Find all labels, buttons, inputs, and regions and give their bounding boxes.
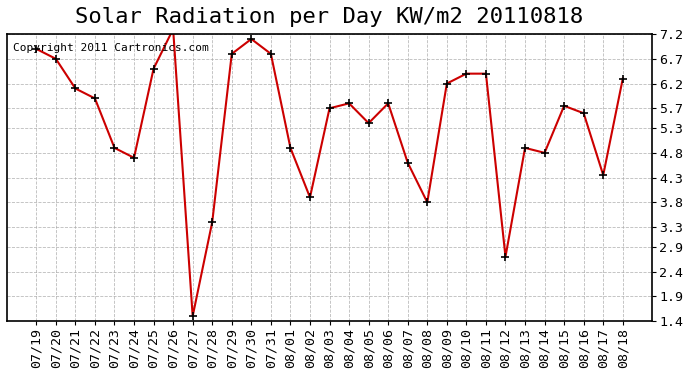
Text: Copyright 2011 Cartronics.com: Copyright 2011 Cartronics.com	[13, 43, 209, 52]
Title: Solar Radiation per Day KW/m2 20110818: Solar Radiation per Day KW/m2 20110818	[75, 7, 584, 27]
